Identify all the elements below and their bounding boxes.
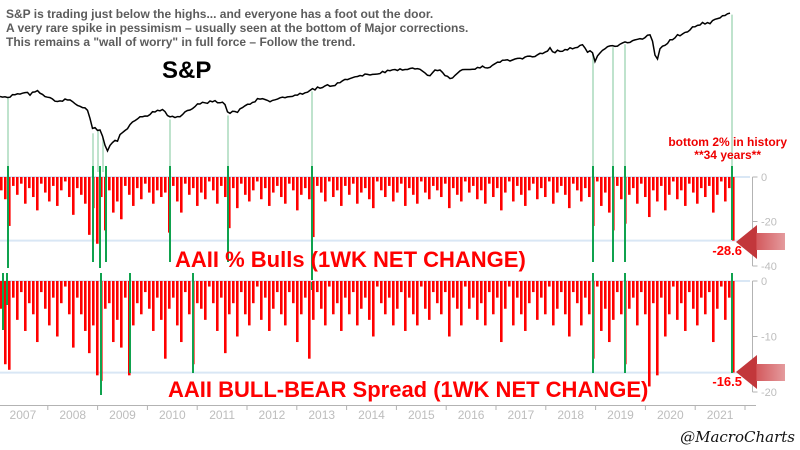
bulls-latest-value: -28.6 [712, 243, 742, 258]
year-label: 2015 [408, 408, 435, 422]
y-tick-label: -40 [761, 261, 777, 273]
left-arrow-icon [736, 225, 757, 259]
left-arrow-icon [736, 355, 757, 389]
bar-panel-bullbear [0, 280, 752, 374]
aaii-bullbear-title: AAII BULL-BEAR Spread (1WK NET CHANGE) [168, 377, 649, 402]
year-label: 2008 [59, 408, 86, 422]
y-tick-label: -20 [761, 217, 777, 229]
bar-panel-bulls [0, 176, 752, 242]
annotation-line-2: A very rare spike in pessimism – usually… [6, 21, 469, 35]
year-label: 2018 [557, 408, 584, 422]
year-label: 2010 [159, 408, 186, 422]
watermark: @MacroCharts [680, 428, 795, 446]
bottom-2pct-callout: bottom 2% in history **34 years** [668, 136, 787, 162]
year-label: 2012 [259, 408, 286, 422]
year-label: 2007 [10, 408, 37, 422]
sp-series-label: S&P [162, 57, 212, 84]
year-label: 2019 [607, 408, 634, 422]
year-label: 2020 [657, 408, 684, 422]
y-tick-label: 0 [761, 276, 767, 288]
annotation-line-3: This remains a "wall of worry" in full f… [6, 35, 356, 49]
callout-line-1: bottom 2% in history [668, 135, 787, 149]
year-label: 2021 [707, 408, 734, 422]
annotation-line-1: S&P is trading just below the highs... a… [6, 7, 434, 21]
year-label: 2016 [458, 408, 485, 422]
y-tick-label: -10 [761, 332, 777, 344]
x-axis: 2007 2008 2009 2010 2011 2012 2013 2014 2015 2016… [0, 405, 756, 422]
bullbear-latest-value: -16.5 [712, 374, 742, 389]
aaii-bulls-title: AAII % Bulls (1WK NET CHANGE) [175, 247, 526, 272]
bars-bullbear [0, 281, 735, 387]
y-tick-label: -20 [761, 387, 777, 399]
bars-bulls [0, 177, 735, 244]
year-label: 2013 [308, 408, 335, 422]
left-arrow-tail [756, 233, 785, 250]
y-tick-label: 0 [761, 172, 767, 184]
year-label: 2009 [109, 408, 136, 422]
year-label: 2011 [209, 408, 235, 422]
callout-line-2: **34 years** [694, 148, 762, 162]
year-label: 2014 [358, 408, 385, 422]
year-label: 2017 [508, 408, 535, 422]
left-arrow-tail [756, 364, 785, 381]
